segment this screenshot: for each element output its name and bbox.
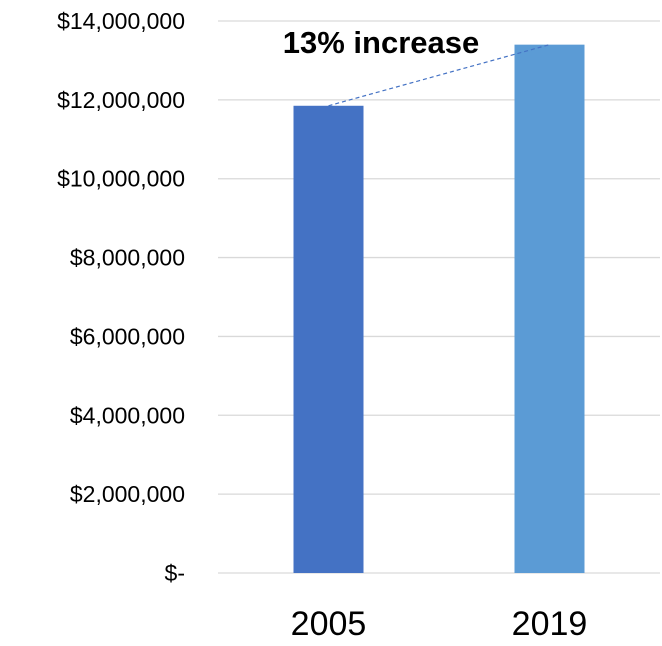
annotation: 13% increase: [280, 25, 550, 107]
y-tick-label: $-: [165, 560, 185, 586]
bars: [293, 44, 585, 574]
y-tick-label: $4,000,000: [70, 402, 185, 428]
y-tick-label: $14,000,000: [57, 8, 185, 34]
y-tick-label: $2,000,000: [70, 481, 185, 507]
y-tick-label: $12,000,000: [57, 87, 185, 113]
y-tick-label: $10,000,000: [57, 166, 185, 192]
x-tick-label: 2005: [291, 605, 367, 641]
annotation-label: 13% increase: [283, 25, 479, 60]
annotation-connector-line: [328, 44, 550, 107]
x-axis-tick-labels: 2005 2019: [291, 605, 588, 643]
x-tick-label: 2019: [512, 605, 588, 641]
y-axis-tick-labels: $- $2,000,000 $4,000,000 $6,000,000 $8,000,0…: [57, 8, 185, 586]
annotation-label-background: [280, 25, 482, 60]
y-tick-label: $8,000,000: [70, 245, 185, 271]
y-tick-label: $6,000,000: [70, 323, 185, 349]
bar-2005: [293, 105, 364, 574]
gridlines: [218, 20, 660, 574]
bar-2019: [514, 44, 585, 573]
